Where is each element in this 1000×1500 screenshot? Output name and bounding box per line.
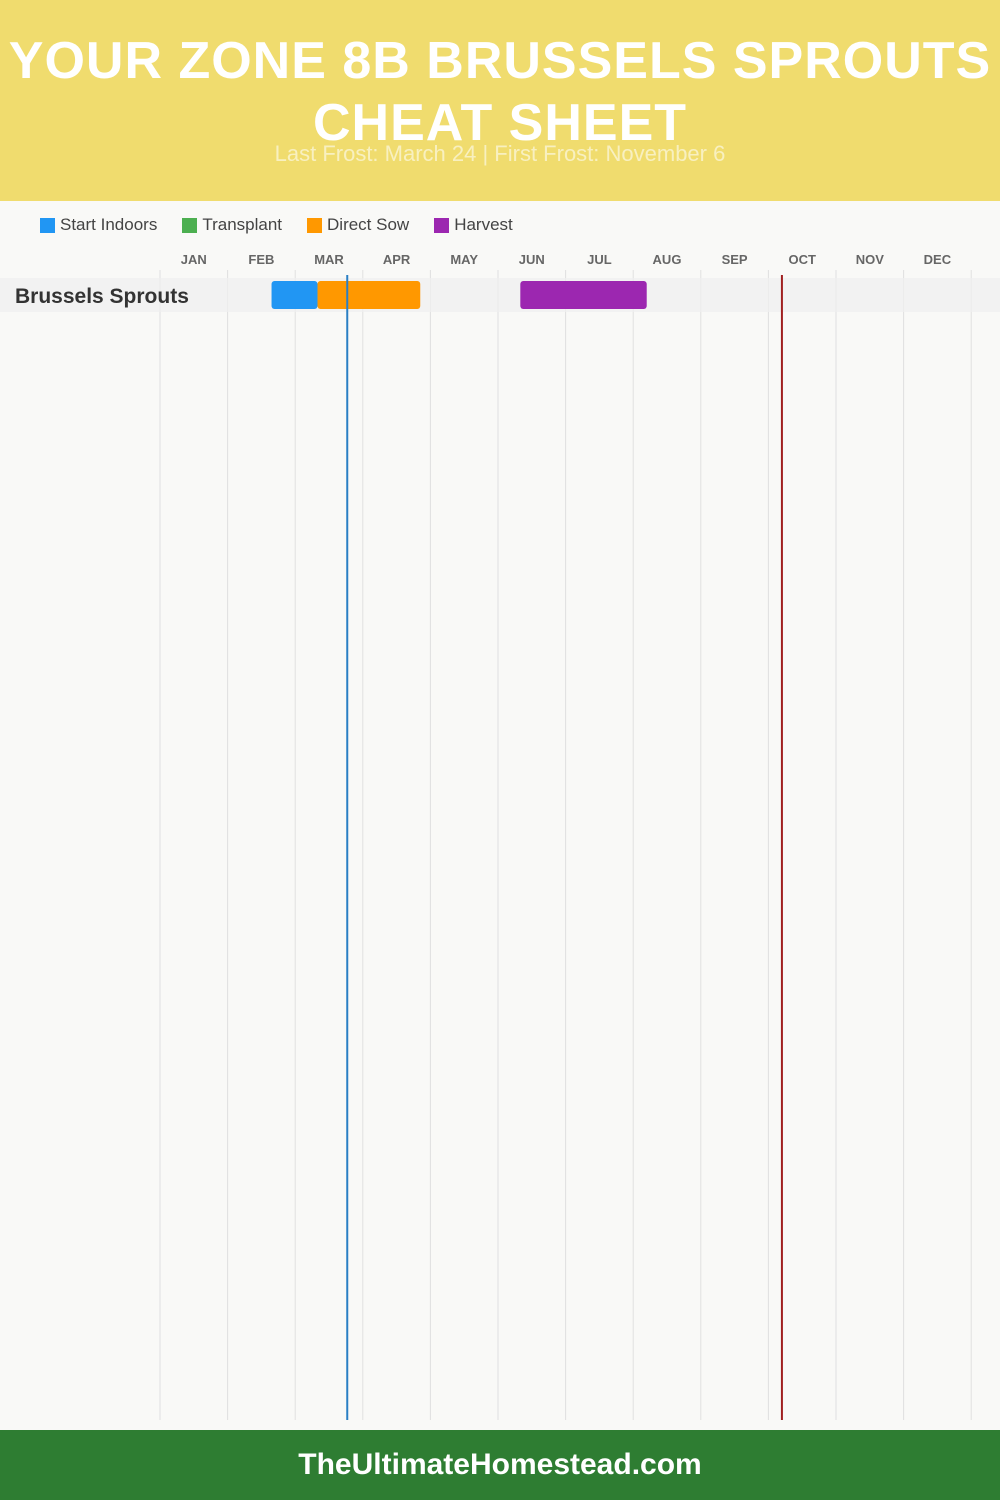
legend-item-direct-sow: Direct Sow — [307, 215, 409, 235]
legend-item-start-indoors: Start Indoors — [40, 215, 157, 235]
legend-swatch — [307, 217, 323, 233]
legend-swatch — [40, 217, 55, 233]
month-tick-label: NOV — [856, 252, 885, 267]
month-tick-label: FEB — [248, 252, 274, 267]
month-tick-label: MAY — [450, 252, 478, 267]
planting-calendar-chart: JAN FEB MAR APR MAY JUN JUL AUG SEP OCT NOV DEC Brus… — [0, 252, 1000, 1420]
period-bar-direct-sow — [317, 281, 421, 309]
crop-row-background — [0, 278, 1000, 312]
month-tick-label: SEP — [722, 252, 748, 267]
legend-label: Start Indoors — [60, 215, 158, 234]
legend-swatch — [434, 217, 450, 233]
legend-label: Harvest — [454, 215, 513, 234]
month-tick-label: APR — [383, 252, 411, 267]
footer: TheUltimateHomestead.com — [0, 1430, 1000, 1500]
month-tick-label: OCT — [788, 252, 816, 267]
legend: Start Indoors Transplant Direct Sow Harv… — [40, 214, 538, 236]
crop-name-label: Brussels Sprouts — [15, 285, 189, 308]
frost-dates-subtitle: Last Frost: March 24 | First Frost: Nove… — [274, 141, 726, 166]
period-bar-harvest — [520, 281, 647, 309]
month-tick-label: JAN — [181, 252, 207, 267]
legend-item-harvest: Harvest — [434, 215, 513, 235]
month-tick-label: DEC — [924, 252, 952, 267]
footer-site-link[interactable]: TheUltimateHomestead.com — [298, 1448, 702, 1481]
page-title: Your Zone 8B Brussels Sprouts Cheat Shee… — [8, 32, 992, 152]
legend-item-transplant: Transplant — [182, 215, 282, 235]
month-tick-label: MAR — [314, 252, 344, 267]
legend-swatch — [182, 217, 198, 233]
legend-label: Direct Sow — [327, 215, 410, 234]
month-tick-label: AUG — [653, 252, 682, 267]
legend-label: Transplant — [202, 215, 283, 234]
month-tick-label: JUN — [519, 252, 545, 267]
period-bar-start-indoors — [271, 281, 318, 309]
month-tick-label: JUL — [587, 252, 612, 267]
header-banner: Your Zone 8B Brussels Sprouts Cheat Shee… — [0, 0, 1000, 201]
